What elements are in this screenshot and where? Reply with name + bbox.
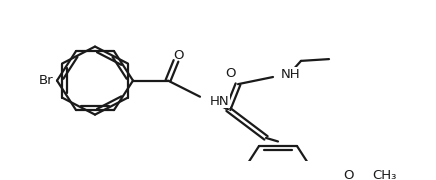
Text: CH₃: CH₃ [372, 169, 396, 180]
Text: NH: NH [281, 68, 301, 81]
Text: O: O [173, 49, 183, 62]
Text: HN: HN [210, 95, 230, 108]
Text: O: O [225, 67, 235, 80]
Text: O: O [343, 169, 354, 180]
Text: Br: Br [38, 74, 53, 87]
